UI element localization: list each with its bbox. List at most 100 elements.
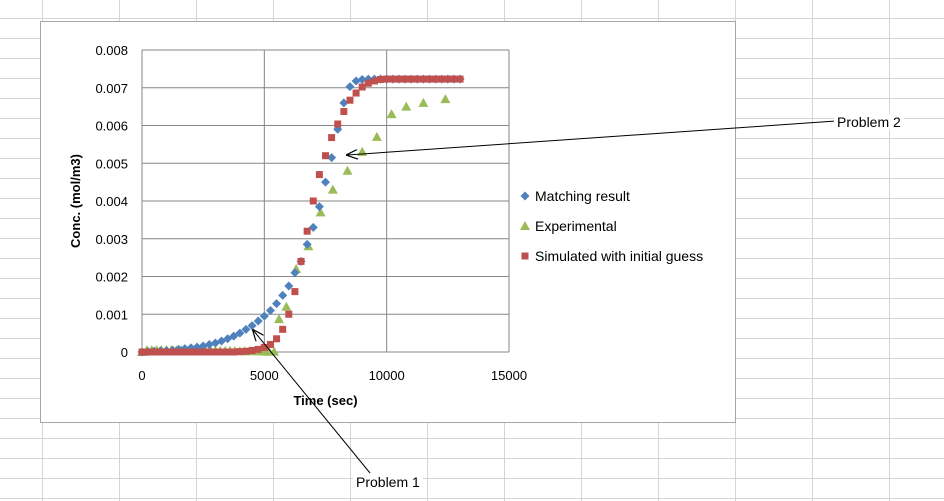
- matching-result-point: [198, 341, 208, 351]
- matching-result-point: [204, 339, 214, 349]
- simulated-with-initial-guess-point: [279, 325, 287, 333]
- experimental-point: [440, 94, 451, 104]
- simulated-with-initial-guess-point: [340, 108, 348, 116]
- y-tick-label: 0.008: [95, 43, 128, 58]
- legend-marker-simulated-with-initial-guess: [521, 252, 529, 260]
- simulated-with-initial-guess-point: [169, 348, 177, 356]
- simulated-with-initial-guess-point: [230, 348, 238, 356]
- simulated-with-initial-guess-point: [334, 120, 342, 128]
- matching-result-point: [235, 328, 245, 338]
- legend-marker-experimental: [520, 221, 530, 230]
- matching-result-point: [265, 305, 275, 315]
- simulated-with-initial-guess-point: [395, 75, 403, 83]
- simulated-with-initial-guess-point: [156, 348, 164, 356]
- x-tick-label: 0: [138, 368, 145, 383]
- problem-2-label: Problem 2: [834, 114, 904, 130]
- problem-2-arrow: [347, 120, 837, 155]
- simulated-with-initial-guess-point: [364, 79, 372, 87]
- y-tick-label: 0.007: [95, 81, 128, 96]
- simulated-with-initial-guess-point: [407, 75, 415, 83]
- experimental-point: [315, 207, 326, 217]
- simulated-with-initial-guess-point: [352, 89, 360, 97]
- simulated-with-initial-guess-point: [211, 348, 219, 356]
- experimental-point: [274, 314, 285, 324]
- x-tick-label: 10000: [369, 368, 405, 383]
- y-tick-label: 0.005: [95, 156, 128, 171]
- matching-result-point: [357, 74, 367, 84]
- problem-1-label: Problem 1: [353, 474, 423, 490]
- simulated-with-initial-guess-point: [248, 346, 256, 354]
- matching-result-point: [247, 321, 257, 331]
- simulated-with-initial-guess-point: [187, 348, 195, 356]
- simulated-with-initial-guess-point: [144, 348, 152, 356]
- simulated-with-initial-guess-point: [138, 348, 146, 356]
- simulated-with-initial-guess-point: [401, 75, 409, 83]
- simulated-with-initial-guess-point: [162, 348, 170, 356]
- experimental-point: [371, 131, 382, 141]
- simulated-with-initial-guess-point: [370, 77, 378, 85]
- simulated-with-initial-guess-point: [328, 134, 336, 142]
- simulated-with-initial-guess-point: [150, 348, 158, 356]
- legend-label-simulated-with-initial-guess: Simulated with initial guess: [535, 248, 703, 264]
- experimental-point: [386, 109, 397, 119]
- simulated-with-initial-guess-point: [315, 171, 323, 179]
- y-tick-label: 0.004: [95, 194, 128, 209]
- y-axis-title: Conc. (mol/m3): [68, 154, 83, 248]
- matching-result-point: [253, 316, 263, 326]
- legend-label-matching-result: Matching result: [535, 188, 630, 204]
- simulated-with-initial-guess-point: [358, 83, 366, 91]
- y-tick-label: 0: [121, 345, 128, 360]
- matching-result-point: [272, 299, 282, 309]
- matching-result-point: [229, 331, 239, 341]
- simulated-with-initial-guess-point: [309, 197, 317, 205]
- simulated-with-initial-guess-point: [218, 348, 226, 356]
- simulated-with-initial-guess-point: [285, 310, 293, 318]
- matching-result-point: [241, 324, 251, 334]
- matching-result-point: [351, 76, 361, 86]
- simulated-with-initial-guess-point: [291, 288, 299, 296]
- simulated-with-initial-guess-point: [297, 257, 305, 265]
- matching-result-point: [327, 153, 337, 163]
- y-tick-label: 0.003: [95, 232, 128, 247]
- x-axis-title: Time (sec): [293, 393, 357, 408]
- simulated-with-initial-guess-point: [346, 96, 354, 104]
- y-tick-label: 0.002: [95, 270, 128, 285]
- simulated-with-initial-guess-point: [273, 335, 281, 343]
- simulated-with-initial-guess-point: [438, 75, 446, 83]
- simulated-with-initial-guess-point: [175, 348, 183, 356]
- simulated-with-initial-guess-point: [419, 75, 427, 83]
- simulated-with-initial-guess-point: [450, 75, 458, 83]
- simulated-with-initial-guess-point: [193, 348, 201, 356]
- matching-result-point: [284, 281, 294, 291]
- matching-result-point: [259, 311, 269, 321]
- matching-result-point: [308, 222, 318, 232]
- matching-result-point: [302, 239, 312, 249]
- legend-marker-matching-result: [520, 191, 530, 201]
- simulated-with-initial-guess-point: [224, 348, 232, 356]
- simulated-with-initial-guess-point: [377, 75, 385, 83]
- simulated-with-initial-guess-point: [322, 152, 329, 160]
- experimental-point: [281, 301, 292, 311]
- matching-result-point: [290, 268, 300, 278]
- matching-result-point: [339, 98, 349, 108]
- simulated-with-initial-guess-point: [205, 348, 213, 356]
- simulated-with-initial-guess-point: [425, 75, 433, 83]
- simulated-with-initial-guess-point: [444, 75, 452, 83]
- simulated-with-initial-guess-point: [432, 75, 440, 83]
- simulated-with-initial-guess-point: [266, 340, 274, 348]
- matching-result-point: [278, 290, 288, 300]
- simulated-with-initial-guess-point: [236, 348, 244, 356]
- x-tick-label: 15000: [491, 368, 527, 383]
- experimental-point: [418, 97, 429, 107]
- matching-result-point: [345, 82, 355, 92]
- y-tick-label: 0.001: [95, 307, 128, 322]
- simulated-with-initial-guess-point: [383, 75, 391, 83]
- simulated-with-initial-guess-point: [242, 347, 250, 355]
- matching-result-point: [321, 177, 330, 187]
- simulated-with-initial-guess-point: [181, 348, 189, 356]
- simulated-with-initial-guess-point: [199, 348, 207, 356]
- problem-1-arrow: [253, 330, 371, 474]
- simulated-with-initial-guess-point: [456, 75, 464, 83]
- experimental-point: [401, 101, 412, 111]
